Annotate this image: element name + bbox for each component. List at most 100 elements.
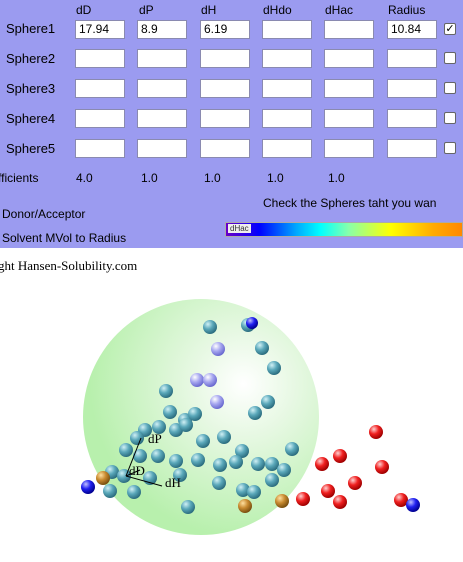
solvent-point — [130, 431, 144, 445]
solvent-point — [119, 443, 133, 457]
solvent-point — [196, 434, 210, 448]
solvent-point — [275, 494, 289, 508]
spheres-hint-text: Check the Spheres taht you wan — [263, 196, 437, 210]
column-header-dH: dH — [201, 3, 217, 17]
sphere1-checkbox[interactable]: ✓ — [444, 23, 456, 35]
sphere3-dHdo-field[interactable] — [262, 79, 312, 98]
sphere5-dP-field[interactable] — [137, 139, 187, 158]
copyright-text: ght Hansen-Solubility.com — [0, 258, 138, 273]
sphere-label: Sphere1 — [6, 21, 56, 36]
axis-indicator: dP dD dH — [125, 431, 181, 490]
solvent-point — [211, 342, 225, 356]
color-scale-label: dHac — [228, 224, 251, 233]
dP-axis-label: dP — [148, 431, 162, 446]
column-header-radius: Radius — [388, 3, 426, 17]
solvent-point — [333, 495, 347, 509]
solvent-point — [285, 442, 299, 456]
solvent-point — [229, 455, 243, 469]
sphere2-dH-field[interactable] — [200, 49, 250, 68]
sphere2-dHdo-field[interactable] — [262, 49, 312, 68]
column-header-dD: dD — [76, 3, 92, 17]
solvent-mvol-option[interactable]: l Solvent MVol to Radius — [0, 231, 127, 245]
solvent-point — [238, 499, 252, 513]
sphere1-dHac-field[interactable] — [324, 20, 374, 39]
column-header-dHdo: dHdo — [263, 3, 292, 17]
sphere-label: Sphere4 — [6, 111, 56, 126]
sphere5-radius-field[interactable] — [387, 139, 437, 158]
parameter-panel: dD dP dH dHdo dHac Radius Sphere1 17.94 … — [0, 0, 463, 248]
sphere3-dD-field[interactable] — [75, 79, 125, 98]
solvent-point — [246, 317, 258, 329]
solvent-point — [315, 457, 329, 471]
solvent-point — [210, 395, 224, 409]
sphere5-checkbox[interactable] — [444, 142, 456, 154]
sphere4-checkbox[interactable] — [444, 112, 456, 124]
coefficient-value: 1.0 — [328, 171, 345, 185]
sphere2-dP-field[interactable] — [137, 49, 187, 68]
sphere4-dHdo-field[interactable] — [262, 109, 312, 128]
sphere3-dH-field[interactable] — [200, 79, 250, 98]
solvent-point — [261, 395, 275, 409]
solvent-point — [321, 484, 335, 498]
solvent-point — [96, 471, 110, 485]
solvent-point — [133, 449, 147, 463]
sphere3-dP-field[interactable] — [137, 79, 187, 98]
solvent-point — [169, 454, 183, 468]
dD-axis-label: dD — [129, 463, 145, 478]
solvent-point — [375, 460, 389, 474]
solvent-points — [81, 317, 420, 514]
sphere1-radius-field[interactable]: 10.84 — [387, 20, 437, 39]
sphere4-dH-field[interactable] — [200, 109, 250, 128]
sphere2-dD-field[interactable] — [75, 49, 125, 68]
solvent-point — [213, 458, 227, 472]
solvent-point — [277, 463, 291, 477]
solvent-point — [247, 485, 261, 499]
sphere2-radius-field[interactable] — [387, 49, 437, 68]
sphere2-checkbox[interactable] — [444, 52, 456, 64]
sphere1-dHdo-field[interactable] — [262, 20, 312, 39]
sphere1-dH-field[interactable]: 6.19 — [200, 20, 250, 39]
solvent-point — [369, 425, 383, 439]
sphere5-dD-field[interactable] — [75, 139, 125, 158]
column-header-dHac: dHac — [325, 3, 354, 17]
coefficients-label: fficients — [0, 171, 39, 185]
solvent-point — [179, 418, 193, 432]
sphere2-dHac-field[interactable] — [324, 49, 374, 68]
sphere3-dHac-field[interactable] — [324, 79, 374, 98]
sphere5-dHdo-field[interactable] — [262, 139, 312, 158]
sphere1-dP-field[interactable]: 8.9 — [137, 20, 187, 39]
solvent-point — [265, 457, 279, 471]
sphere-label: Sphere2 — [6, 51, 56, 66]
sphere4-dHac-field[interactable] — [324, 109, 374, 128]
sphere4-dD-field[interactable] — [75, 109, 125, 128]
solvent-point — [235, 444, 249, 458]
solvent-point — [267, 361, 281, 375]
coefficient-value: 4.0 — [76, 171, 93, 185]
solvent-point — [394, 493, 408, 507]
solvent-point — [265, 473, 279, 487]
coefficient-value: 1.0 — [141, 171, 158, 185]
solvent-point — [203, 373, 217, 387]
solvent-point — [159, 384, 173, 398]
donor-acceptor-option[interactable]: l Donor/Acceptor — [0, 207, 86, 221]
sphere4-radius-field[interactable] — [387, 109, 437, 128]
solvent-point — [188, 407, 202, 421]
solvent-point — [212, 476, 226, 490]
solvent-point — [152, 420, 166, 434]
solvent-point — [255, 341, 269, 355]
solvent-point — [217, 430, 231, 444]
sphere-label: Sphere3 — [6, 81, 56, 96]
sphere4-dP-field[interactable] — [137, 109, 187, 128]
sphere3-radius-field[interactable] — [387, 79, 437, 98]
solvent-point — [173, 468, 187, 482]
solvent-point — [190, 373, 204, 387]
sphere5-dH-field[interactable] — [200, 139, 250, 158]
solvent-point — [127, 485, 141, 499]
sphere5-dHac-field[interactable] — [324, 139, 374, 158]
solvent-point — [103, 484, 117, 498]
coefficient-value: 1.0 — [204, 171, 221, 185]
solvent-point — [348, 476, 362, 490]
sphere3-checkbox[interactable] — [444, 82, 456, 94]
sphere1-dD-field[interactable]: 17.94 — [75, 20, 125, 39]
sphere-3d-plot[interactable]: dP dD dH — [0, 280, 463, 562]
